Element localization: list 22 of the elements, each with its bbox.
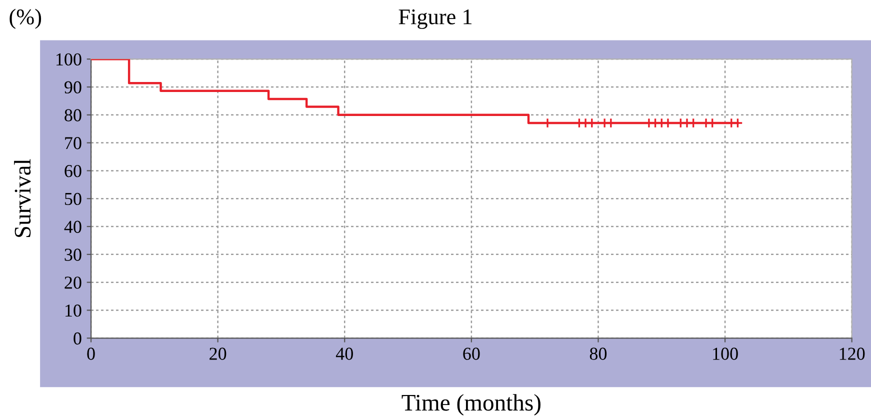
- y-tick-label: 50: [64, 192, 82, 206]
- y-tick-label: 30: [64, 248, 82, 261]
- x-axis-title: Time (months): [402, 394, 540, 416]
- y-tick-label: 70: [65, 137, 82, 150]
- y-tick-label: 40: [64, 220, 82, 233]
- chart-title: Figure 1: [398, 9, 472, 29]
- y-axis-title: Survival: [14, 159, 31, 238]
- y-tick-label: 90: [64, 81, 82, 94]
- x-tick-label: 80: [590, 348, 607, 360]
- x-tick-label: 120: [840, 348, 865, 360]
- x-tick-label: 40: [336, 348, 353, 360]
- y-tick-label: 10: [66, 304, 82, 317]
- y-tick-label: 80: [64, 109, 82, 122]
- y-tick-label: 20: [64, 276, 82, 289]
- x-tick-label: 60: [463, 348, 480, 360]
- x-tick-label: 0: [87, 348, 95, 360]
- y-tick-label: 100: [56, 53, 82, 66]
- y-tick-label: 0: [74, 332, 82, 345]
- text: (%): [10, 8, 42, 29]
- x-tick-label: 100: [713, 348, 738, 360]
- x-tick-label: 20: [210, 348, 226, 360]
- y-tick-label: 60: [64, 164, 82, 178]
